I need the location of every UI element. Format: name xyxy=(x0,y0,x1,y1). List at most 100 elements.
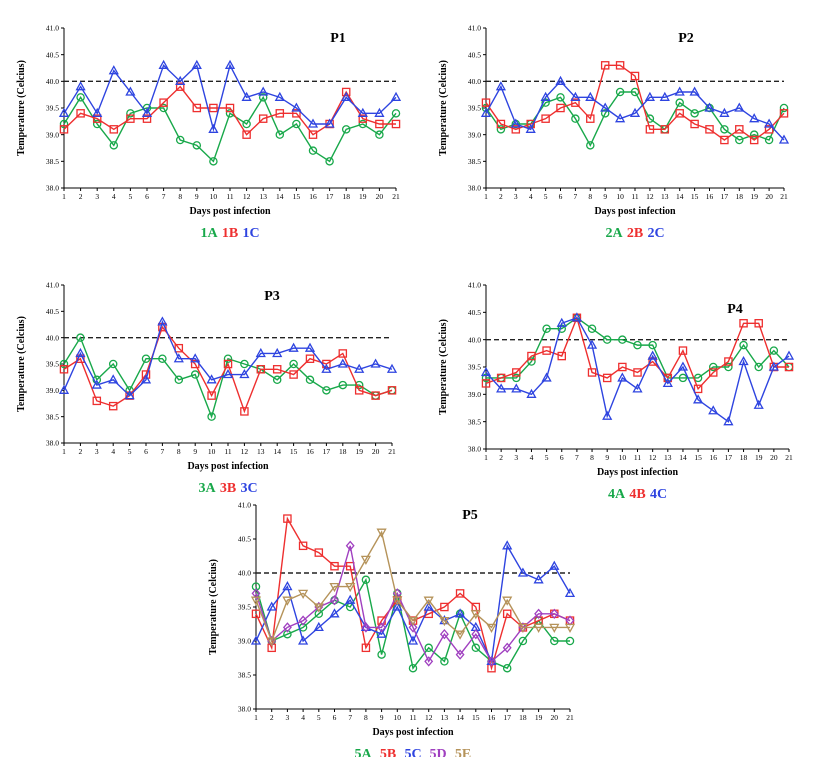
x-tick-label: 3 xyxy=(95,447,99,456)
data-point-5D xyxy=(549,608,559,619)
data-point-5C xyxy=(376,628,387,638)
series-2B xyxy=(481,61,789,145)
data-point-5A xyxy=(565,636,575,646)
data-point-3C xyxy=(206,374,217,384)
data-point-5B xyxy=(502,609,512,619)
data-point-5E xyxy=(392,596,403,606)
data-point-2C xyxy=(510,118,521,128)
x-tick-label: 19 xyxy=(755,453,763,462)
data-point-3A xyxy=(207,412,216,421)
data-point-1A xyxy=(375,130,384,139)
legend-entry-2A: 2A xyxy=(605,226,623,241)
x-tick-label: 5 xyxy=(128,447,132,456)
data-point-4C xyxy=(768,361,779,371)
data-point-5A xyxy=(550,636,559,646)
x-tick-label: 6 xyxy=(144,447,148,456)
x-tick-label: 18 xyxy=(519,713,527,722)
data-point-2B xyxy=(511,125,521,134)
data-point-1C xyxy=(341,91,352,101)
data-point-4C xyxy=(556,317,567,327)
data-point-5C xyxy=(250,635,262,645)
legend-entry-1B: 1B xyxy=(222,226,238,241)
data-point-3C xyxy=(354,363,365,373)
data-point-2C xyxy=(570,91,581,101)
x-tick-label: 12 xyxy=(425,713,433,722)
data-point-2C xyxy=(600,102,611,112)
data-point-4C xyxy=(571,312,583,322)
data-point-5E xyxy=(486,623,497,633)
data-point-1A xyxy=(258,93,268,102)
data-point-5D xyxy=(455,649,465,660)
y-tick-label: 38.0 xyxy=(468,445,481,454)
data-point-5D xyxy=(439,629,449,640)
data-point-1B xyxy=(358,114,368,123)
data-point-1B xyxy=(308,130,318,139)
data-point-2A xyxy=(496,125,506,134)
data-point-1C xyxy=(141,107,153,117)
data-point-4C xyxy=(541,372,552,382)
data-point-4C xyxy=(586,339,598,349)
data-point-3B xyxy=(59,365,69,374)
data-point-1B xyxy=(76,109,85,118)
data-point-4C xyxy=(723,416,734,426)
x-tick-label: 11 xyxy=(631,192,638,201)
data-point-4A xyxy=(678,373,688,383)
data-point-4C xyxy=(677,361,689,371)
data-point-5D xyxy=(361,622,371,633)
y-axis-label: Temperature (Celcius) xyxy=(208,559,219,655)
data-point-5E xyxy=(266,637,277,647)
data-point-2B xyxy=(779,109,789,118)
data-point-1B xyxy=(92,114,102,123)
y-axis-label: Temperature (Celcius) xyxy=(438,319,449,415)
data-point-5C xyxy=(329,608,340,618)
data-point-1C xyxy=(175,75,186,85)
legend-entry-5D: 5D xyxy=(429,747,446,757)
data-point-3A xyxy=(223,354,233,363)
legend-entry-2C: 2C xyxy=(647,226,664,241)
x-tick-label: 3 xyxy=(514,453,518,462)
data-point-3A xyxy=(190,370,200,379)
data-point-1A xyxy=(358,119,368,129)
x-axis-label: Days post infection xyxy=(597,467,679,478)
data-point-3C xyxy=(370,358,381,368)
data-point-3B xyxy=(305,354,315,363)
series-line-1A xyxy=(63,95,397,163)
data-point-2B xyxy=(481,98,491,107)
data-point-3B xyxy=(289,370,298,379)
x-tick-label: 15 xyxy=(691,192,699,201)
data-point-5C xyxy=(517,567,529,577)
series-line-2C xyxy=(485,80,785,141)
data-point-2B xyxy=(541,114,550,123)
y-tick-label: 40.0 xyxy=(238,569,251,578)
series-line-2B xyxy=(485,64,785,141)
legend-entry-2B: 2B xyxy=(627,226,643,241)
data-point-2B xyxy=(749,135,759,145)
data-point-2C xyxy=(674,86,685,96)
data-point-1C xyxy=(224,59,236,69)
data-point-3A xyxy=(272,375,282,385)
data-point-5B xyxy=(314,548,324,557)
data-point-2B xyxy=(705,125,714,134)
data-point-4C xyxy=(511,383,522,393)
x-tick-label: 13 xyxy=(441,713,449,722)
data-point-3C xyxy=(321,363,332,373)
data-point-2B xyxy=(586,114,595,123)
data-point-1C xyxy=(258,86,269,96)
data-point-5B xyxy=(440,602,449,612)
data-point-1A xyxy=(59,119,69,129)
y-tick-label: 38.5 xyxy=(46,157,59,166)
data-point-5D xyxy=(534,608,544,619)
data-point-5A xyxy=(283,629,292,639)
data-point-3C xyxy=(337,358,348,368)
data-point-1C xyxy=(125,86,136,96)
series-4C xyxy=(480,312,795,426)
data-point-3C xyxy=(190,353,201,363)
y-tick-label: 40.5 xyxy=(468,50,481,59)
data-point-5C xyxy=(502,540,513,550)
data-point-2B xyxy=(571,98,580,107)
data-point-5C xyxy=(423,601,434,611)
data-point-3C xyxy=(91,379,102,389)
data-point-5A xyxy=(361,575,371,585)
data-point-5C xyxy=(266,601,277,611)
data-point-1A xyxy=(159,103,168,113)
